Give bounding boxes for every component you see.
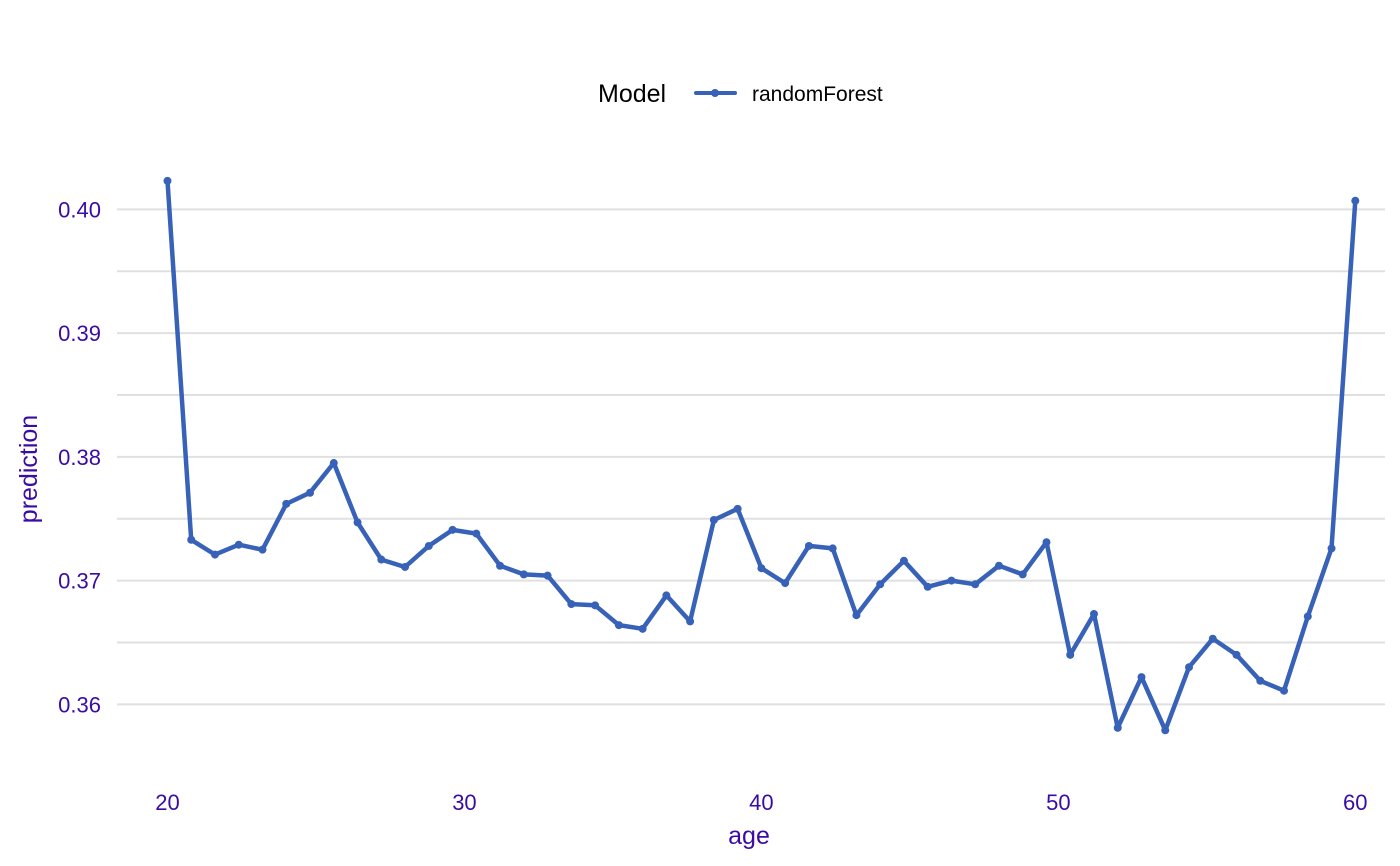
x-tick-label: 50 [1046, 790, 1070, 815]
y-tick-label: 0.37 [58, 569, 101, 594]
data-point [329, 459, 338, 468]
data-point [709, 515, 718, 524]
data-point [377, 555, 386, 564]
y-axis-title: prediction [15, 415, 43, 523]
data-point [567, 600, 576, 609]
y-tick-label: 0.39 [58, 321, 101, 346]
data-point [306, 488, 315, 497]
data-point [1303, 612, 1312, 621]
data-point [424, 541, 433, 550]
y-tick-label: 0.38 [58, 445, 101, 470]
data-point [1089, 609, 1098, 618]
x-tick-label: 40 [749, 790, 773, 815]
data-point [187, 535, 196, 544]
data-point [733, 504, 742, 513]
data-point [591, 601, 600, 610]
y-tick-label: 0.36 [58, 692, 101, 717]
data-point [899, 556, 908, 565]
data-point [757, 564, 766, 573]
legend: Model randomForest [598, 80, 883, 108]
data-point [1185, 663, 1194, 672]
x-tick-label: 20 [155, 790, 179, 815]
data-point [662, 591, 671, 600]
data-point [1327, 544, 1336, 553]
data-point [282, 499, 291, 508]
y-tick-label: 0.40 [58, 197, 101, 222]
data-point [1280, 686, 1289, 695]
data-point [614, 621, 623, 630]
grid-lines [117, 208, 1385, 706]
legend-key-point [711, 89, 719, 97]
data-point [1232, 650, 1241, 659]
data-point [1066, 650, 1075, 659]
data-point [971, 580, 980, 589]
data-point [1113, 723, 1122, 732]
data-point [401, 562, 410, 571]
data-point [234, 540, 243, 549]
data-point [781, 579, 790, 588]
x-tick-label: 60 [1343, 790, 1367, 815]
data-point [1161, 726, 1170, 735]
data-point [804, 541, 813, 550]
series-line-randomForest [165, 178, 1358, 733]
data-point [1208, 634, 1217, 643]
data-point [828, 544, 837, 553]
data-point [1256, 676, 1265, 685]
data-point [163, 176, 172, 185]
data-point [519, 570, 528, 579]
legend-label-randomforest: randomForest [752, 83, 883, 106]
data-point [638, 624, 647, 633]
data-point [994, 561, 1003, 570]
data-point [686, 617, 695, 626]
data-point [1042, 538, 1051, 547]
axis-ticks: 0.36 0.37 0.38 0.39 0.40 20 30 40 50 60 [58, 197, 1367, 815]
data-point [496, 561, 505, 570]
data-point [448, 525, 457, 534]
data-point [258, 545, 267, 554]
x-axis-title: age [728, 822, 770, 850]
data-point [876, 580, 885, 589]
x-tick-label: 30 [452, 790, 476, 815]
data-point [1137, 673, 1146, 682]
data-point [353, 518, 362, 527]
data-point [923, 582, 932, 591]
legend-title: Model [598, 80, 666, 108]
data-point [1018, 570, 1027, 579]
data-point [852, 611, 861, 620]
data-point [947, 576, 956, 585]
data-point [1351, 196, 1360, 205]
data-point [210, 550, 219, 559]
data-point [472, 529, 481, 538]
data-point [543, 571, 552, 580]
series-group [163, 176, 1360, 735]
